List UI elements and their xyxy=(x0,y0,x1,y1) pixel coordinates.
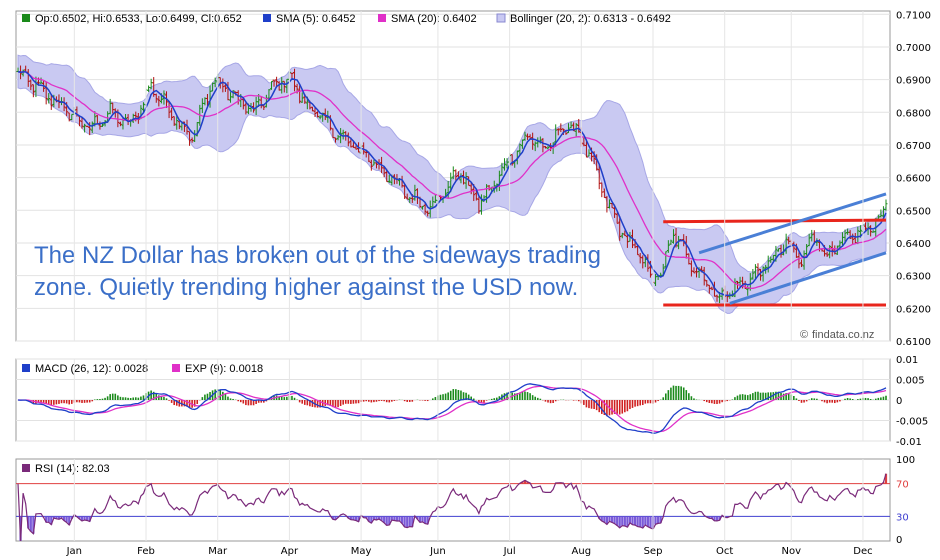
sma5-line xyxy=(17,70,887,297)
month-tick-label: Jun xyxy=(429,546,446,557)
credit-text: findata.co.nz xyxy=(812,329,874,341)
rsi-y-tick-label: 30 xyxy=(896,512,909,523)
bollinger-band xyxy=(17,54,887,314)
macd-y-tick-label: 0.005 xyxy=(896,376,925,387)
annotation-line-1: The NZ Dollar has broken out of the side… xyxy=(34,242,601,269)
ohlc-legend-label: Op:0.6502, Hi:0.6533, Lo:0.6499, Cl:0.65… xyxy=(35,13,242,25)
rsi-y-axis: 100 70 30 0 xyxy=(896,455,915,546)
copyright-icon: © xyxy=(800,329,808,341)
resistance-line xyxy=(663,218,887,224)
rsi-panel-frame xyxy=(15,458,891,542)
price-y-tick-label: 0.6300 xyxy=(896,272,931,283)
month-tick-label: Oct xyxy=(716,546,733,557)
rsi-y-tick-label: 70 xyxy=(896,480,909,491)
macd-histogram xyxy=(19,385,887,417)
sma5-legend-swatch xyxy=(263,14,271,22)
exp-legend-swatch xyxy=(172,364,180,372)
month-tick-label: May xyxy=(351,546,372,557)
rsi-gridlines xyxy=(16,483,890,517)
macd-legend-swatch xyxy=(22,364,30,372)
macd-y-tick-label: -0.01 xyxy=(896,437,922,448)
macd-y-tick-label: 0.01 xyxy=(896,355,918,366)
exp-legend-label: EXP (9): 0.0018 xyxy=(185,363,263,375)
channel-lower-line xyxy=(729,251,887,305)
channel-upper-line xyxy=(698,192,887,255)
price-y-tick-label: 0.6100 xyxy=(896,337,931,348)
month-tick-label: Aug xyxy=(572,546,592,557)
trend-lines xyxy=(663,192,887,307)
price-y-tick-label: 0.6700 xyxy=(896,141,931,152)
month-tick-label: Jan xyxy=(66,546,82,557)
price-y-tick-label: 0.6800 xyxy=(896,108,931,119)
bollinger-legend-swatch xyxy=(496,13,506,23)
rsi-panel: 100 70 30 0 RSI (14): 82.03 xyxy=(15,455,915,546)
price-panel: 0.7100 0.7000 0.6900 0.6800 0.6700 0.6600 0.65… xyxy=(15,10,931,348)
price-y-tick-label: 0.6400 xyxy=(896,239,931,250)
macd-legend-label: MACD (26, 12): 0.0028 xyxy=(35,363,148,375)
ohlc-legend-swatch xyxy=(22,14,30,22)
month-tick-label: Mar xyxy=(208,546,228,557)
macd-y-tick-label: -0.005 xyxy=(896,417,928,428)
month-tick-label: Dec xyxy=(853,546,872,557)
macd-line xyxy=(17,383,887,434)
month-tick-label: Jul xyxy=(503,546,516,557)
month-tick-label: Nov xyxy=(781,546,801,557)
month-tick-label: Feb xyxy=(137,546,155,557)
price-y-tick-label: 0.6200 xyxy=(896,304,931,315)
rsi-legend-swatch xyxy=(22,464,30,472)
macd-y-axis: 0.01 0.005 0 -0.005 -0.01 xyxy=(896,355,928,448)
macd-panel: 0.01 0.005 0 -0.005 -0.01 MACD (26, 12): 0.0… xyxy=(15,355,928,448)
price-gridlines xyxy=(16,13,890,342)
price-y-axis: 0.7100 0.7000 0.6900 0.6800 0.6700 0.6600 0.65… xyxy=(896,10,931,348)
macd-y-tick-label: 0 xyxy=(896,396,902,407)
macd-signal-line xyxy=(18,385,887,433)
rsi-y-tick-label: 0 xyxy=(896,535,902,546)
sma5-legend-label: SMA (5): 0.6452 xyxy=(276,13,356,25)
price-y-tick-label: 0.6900 xyxy=(896,76,931,87)
price-y-tick-label: 0.7100 xyxy=(896,10,931,21)
month-tick-label: Apr xyxy=(281,546,299,557)
sma20-legend-swatch xyxy=(378,14,386,22)
rsi-line xyxy=(17,473,887,542)
month-axis: Jan Feb Mar Apr May Jun Jul Aug Sep Oct Nov Dec xyxy=(66,11,873,557)
price-y-tick-label: 0.6600 xyxy=(896,174,931,185)
price-y-tick-label: 0.7000 xyxy=(896,43,931,54)
annotation-line-2: zone. Quietly trending higher against th… xyxy=(34,274,578,301)
bollinger-legend-label: Bollinger (20, 2): 0.6313 - 0.6492 xyxy=(510,13,671,25)
rsi-legend-label: RSI (14): 82.03 xyxy=(35,463,110,475)
rsi-y-tick-label: 100 xyxy=(896,455,915,466)
price-y-tick-label: 0.6500 xyxy=(896,206,931,217)
sma20-legend-label: SMA (20): 0.6402 xyxy=(391,13,477,25)
month-tick-label: Sep xyxy=(644,546,663,557)
